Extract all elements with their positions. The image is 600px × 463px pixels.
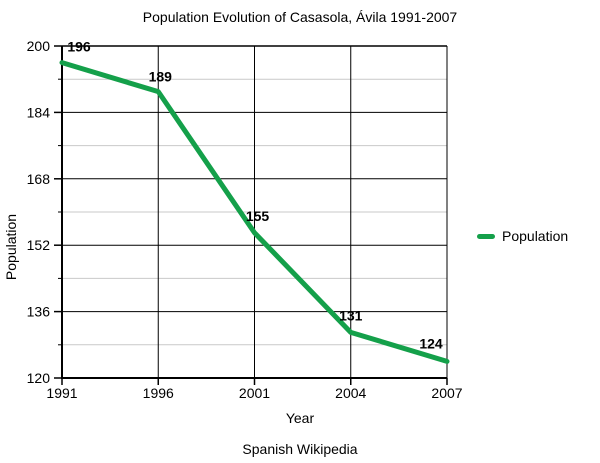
legend-line-swatch <box>477 233 495 239</box>
x-axis-title: Year <box>285 410 315 426</box>
source-caption: Spanish Wikipedia <box>242 441 358 457</box>
chart-title: Population Evolution of Casasola, Ávila … <box>142 9 458 25</box>
y-tick-label: 200 <box>27 38 51 54</box>
data-label: 155 <box>246 208 270 224</box>
y-tick-label: 152 <box>27 237 51 253</box>
legend-label: Population <box>502 228 569 244</box>
y-axis-title: Population <box>3 213 19 281</box>
y-tick-label: 184 <box>27 104 51 120</box>
x-tick-label: 2004 <box>335 385 366 401</box>
data-label: 131 <box>339 307 363 323</box>
data-label: 124 <box>419 335 443 351</box>
x-tick-label: 1991 <box>46 385 77 401</box>
y-tick-label: 120 <box>27 370 51 386</box>
data-label: 189 <box>149 69 173 85</box>
x-tick-label: 2001 <box>239 385 270 401</box>
y-tick-label: 136 <box>27 304 51 320</box>
x-tick-label: 1996 <box>143 385 174 401</box>
y-tick-label: 168 <box>27 171 51 187</box>
legend: Population <box>477 228 568 244</box>
x-tick-label: 2007 <box>431 385 462 401</box>
data-label: 196 <box>67 39 91 55</box>
population-line <box>59 60 450 364</box>
